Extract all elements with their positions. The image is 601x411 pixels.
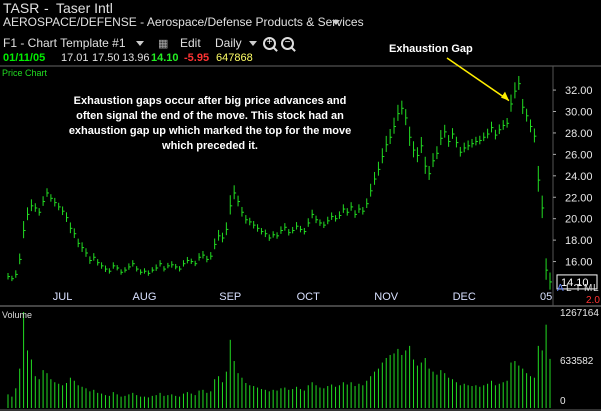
company-name: Taser Intl xyxy=(56,0,113,16)
quote-row: 01/11/05 17.01 17.50 13.96 14.10 -5.95 6… xyxy=(0,52,601,66)
quote-open: 17.01 xyxy=(61,52,89,64)
sector-label: AEROSPACE/DEFENSE - Aerospace/Defense Pr… xyxy=(3,15,364,29)
last-price-box xyxy=(556,274,598,290)
template-select[interactable]: F1 - Chart Template #1 xyxy=(3,36,126,50)
quote-low: 13.96 xyxy=(122,52,150,64)
y-tick-label: 32.00 xyxy=(565,85,593,97)
x-tick-label-dec: DEC xyxy=(453,291,476,303)
x-tick-label-aug: AUG xyxy=(133,291,157,303)
x-tick-label-nov: NOV xyxy=(374,291,399,303)
y-tick-label: 26.00 xyxy=(565,149,593,161)
x-tick-label-sep: SEP xyxy=(219,291,241,303)
last-price-label: 14.10 xyxy=(561,277,589,289)
x-tick-label-05: 05 xyxy=(540,291,552,303)
y-tick-label: 16.00 xyxy=(565,257,593,269)
chart-toolbar: F1 - Chart Template #1 ▦ Edit Daily + − xyxy=(0,36,601,52)
quote-change: -5.95 xyxy=(184,52,210,64)
zoom-in-icon[interactable]: + xyxy=(263,37,276,53)
y-tick-label: 18.00 xyxy=(565,235,593,247)
scale-letter: L xyxy=(566,283,572,294)
volume-tick-label: 633582 xyxy=(560,356,594,367)
x-tick-label-oct: OCT xyxy=(297,291,321,303)
exhaustion-gap-annotation: Exhaustion Gap xyxy=(389,43,473,55)
template-dropdown-chevron-icon[interactable] xyxy=(136,36,144,50)
period-dropdown-chevron-icon[interactable] xyxy=(249,36,257,50)
sector-row[interactable]: AEROSPACE/DEFENSE - Aerospace/Defense Pr… xyxy=(0,15,601,30)
annotation-arrow xyxy=(446,57,510,102)
quote-date: 01/11/05 xyxy=(3,52,46,64)
scale-letter: L xyxy=(593,283,599,294)
edit-grid-icon[interactable]: ▦ xyxy=(158,38,169,50)
title-row: TASR - Taser Intl xyxy=(0,0,601,17)
y-tick-label: 20.00 xyxy=(565,214,593,226)
scale-letter: T xyxy=(575,283,581,294)
quote-high: 17.50 xyxy=(92,52,120,64)
price-panel-label: Price Chart xyxy=(2,68,48,78)
title-separator: - xyxy=(44,0,49,16)
quote-volume: 647868 xyxy=(216,52,253,64)
volume-tick-label: 1267164 xyxy=(560,308,599,319)
y-tick-label: 28.00 xyxy=(565,128,593,140)
volume-tick-label: 0 xyxy=(560,396,566,407)
exhaustion-gap-note: Exhaustion gaps occur after big price ad… xyxy=(68,95,352,152)
annotation-arrowhead xyxy=(501,91,510,101)
x-tick-label-jul: JUL xyxy=(53,291,73,303)
scale-letter: A xyxy=(557,283,564,294)
y-tick-label: 22.00 xyxy=(565,192,593,204)
zoom-out-icon[interactable]: − xyxy=(281,37,294,53)
y-tick-label: 24.00 xyxy=(565,171,593,183)
quote-close: 14.10 xyxy=(151,52,179,64)
scale-letter: M xyxy=(584,283,592,294)
period-select[interactable]: Daily xyxy=(215,36,242,50)
ticker-symbol[interactable]: TASR xyxy=(3,0,40,16)
edit-button[interactable]: Edit xyxy=(180,36,201,50)
volume-panel-label: Volume xyxy=(2,310,33,320)
scale-value: 2.0 xyxy=(586,295,600,306)
y-tick-label: 30.00 xyxy=(565,107,593,119)
sector-dropdown-chevron-icon[interactable] xyxy=(332,15,340,29)
